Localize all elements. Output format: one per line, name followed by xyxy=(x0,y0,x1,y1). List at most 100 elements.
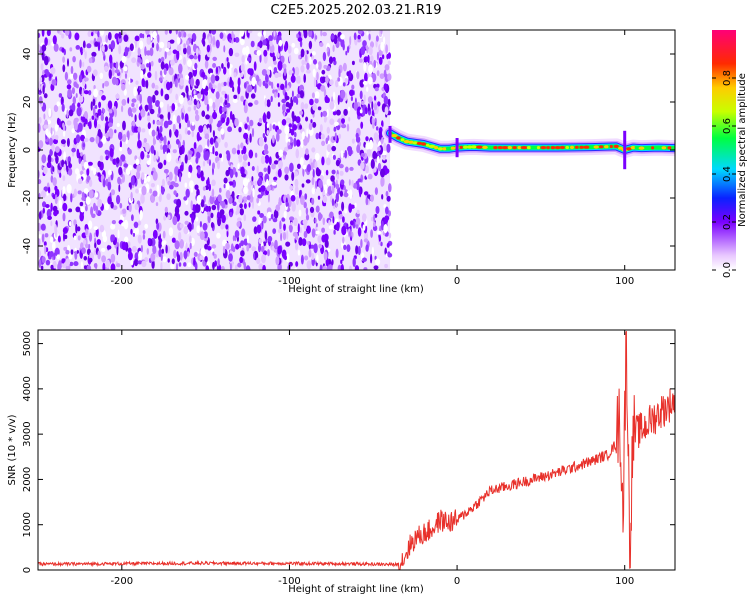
noise-speck xyxy=(306,164,311,173)
noise-speck xyxy=(140,70,144,79)
noise-speck xyxy=(65,249,70,255)
noise-speck xyxy=(184,220,189,225)
noise-speck xyxy=(348,70,352,79)
noise-speck xyxy=(312,168,315,179)
noise-speck xyxy=(356,71,360,80)
noise-speck xyxy=(257,210,261,215)
noise-speck xyxy=(344,149,348,159)
noise-speck xyxy=(62,130,66,137)
noise-speck xyxy=(277,102,281,107)
noise-speck xyxy=(94,192,99,198)
noise-speck xyxy=(71,87,75,95)
noise-speck xyxy=(238,126,242,133)
noise-speck xyxy=(148,61,151,72)
noise-speck xyxy=(258,117,262,124)
x-tick-label: -100 xyxy=(278,276,301,287)
noise-speck xyxy=(119,202,123,209)
noise-speck xyxy=(330,34,335,40)
noise-speck xyxy=(380,241,383,247)
noise-speck xyxy=(335,248,339,258)
noise-speck xyxy=(326,109,329,117)
noise-speck xyxy=(82,61,85,68)
noise-speck xyxy=(380,41,385,52)
noise-speck xyxy=(266,122,269,129)
noise-speck xyxy=(378,56,383,65)
noise-speck xyxy=(295,97,299,105)
track-hotspot xyxy=(661,146,667,150)
noise-speck xyxy=(211,188,215,198)
noise-speck xyxy=(80,261,83,269)
noise-speck xyxy=(52,260,57,269)
noise-speck xyxy=(266,69,271,76)
noise-speck xyxy=(195,78,200,87)
noise-speck xyxy=(342,62,347,72)
noise-speck xyxy=(45,259,51,266)
noise-speck xyxy=(337,77,341,82)
noise-speck xyxy=(356,106,362,116)
noise-speck xyxy=(322,110,328,117)
noise-speck xyxy=(110,40,116,50)
noise-speck xyxy=(246,195,251,201)
noise-speck xyxy=(320,111,323,118)
noise-speck xyxy=(238,242,242,249)
noise-speck xyxy=(127,107,132,117)
noise-speck xyxy=(116,123,120,127)
noise-speck xyxy=(145,79,149,89)
noise-speck xyxy=(149,108,155,115)
noise-speck xyxy=(293,47,299,55)
noise-speck xyxy=(83,90,89,95)
noise-speck xyxy=(47,154,52,164)
noise-speck xyxy=(234,264,238,270)
noise-speck xyxy=(104,202,110,211)
noise-speck xyxy=(363,191,369,196)
noise-speck xyxy=(300,65,305,73)
noise-speck xyxy=(167,111,171,121)
noise-speck xyxy=(289,185,294,191)
track-hotspot xyxy=(630,146,636,150)
noise-speck xyxy=(340,259,343,265)
noise-speck xyxy=(211,244,217,249)
noise-speck xyxy=(336,221,340,232)
noise-speck xyxy=(261,254,266,264)
noise-speck xyxy=(119,140,122,149)
noise-speck xyxy=(359,188,362,198)
track-hotspot xyxy=(634,146,640,150)
noise-speck xyxy=(232,179,236,188)
noise-speck xyxy=(295,139,301,147)
noise-speck xyxy=(174,240,180,250)
noise-speck xyxy=(331,169,336,175)
noise-speck xyxy=(251,127,255,138)
noise-speck xyxy=(210,222,214,229)
noise-speck xyxy=(179,251,183,261)
noise-speck xyxy=(197,144,203,153)
noise-speck xyxy=(261,69,267,76)
noise-speck xyxy=(370,253,373,264)
noise-speck xyxy=(348,265,352,270)
spectrogram-signal-track xyxy=(382,125,675,170)
noise-speck xyxy=(186,45,191,55)
noise-speck xyxy=(193,94,198,100)
noise-speck xyxy=(85,205,88,212)
track-hotspot xyxy=(512,146,517,150)
noise-speck xyxy=(348,106,351,112)
noise-speck xyxy=(109,147,114,158)
noise-speck xyxy=(268,81,272,86)
noise-speck xyxy=(162,240,167,245)
noise-speck xyxy=(89,40,94,45)
noise-speck xyxy=(296,33,299,39)
noise-speck xyxy=(88,232,93,242)
noise-speck xyxy=(40,190,45,198)
noise-speck xyxy=(107,32,112,41)
noise-speck xyxy=(117,229,120,239)
noise-speck xyxy=(139,40,144,50)
noise-speck xyxy=(273,91,277,98)
noise-speck xyxy=(80,206,85,213)
noise-speck xyxy=(353,182,358,189)
noise-speck xyxy=(256,50,262,56)
noise-speck xyxy=(74,32,80,41)
noise-speck xyxy=(105,34,109,43)
noise-speck xyxy=(201,110,206,117)
noise-speck xyxy=(374,187,378,196)
noise-speck xyxy=(230,243,234,252)
noise-speck xyxy=(62,202,68,212)
